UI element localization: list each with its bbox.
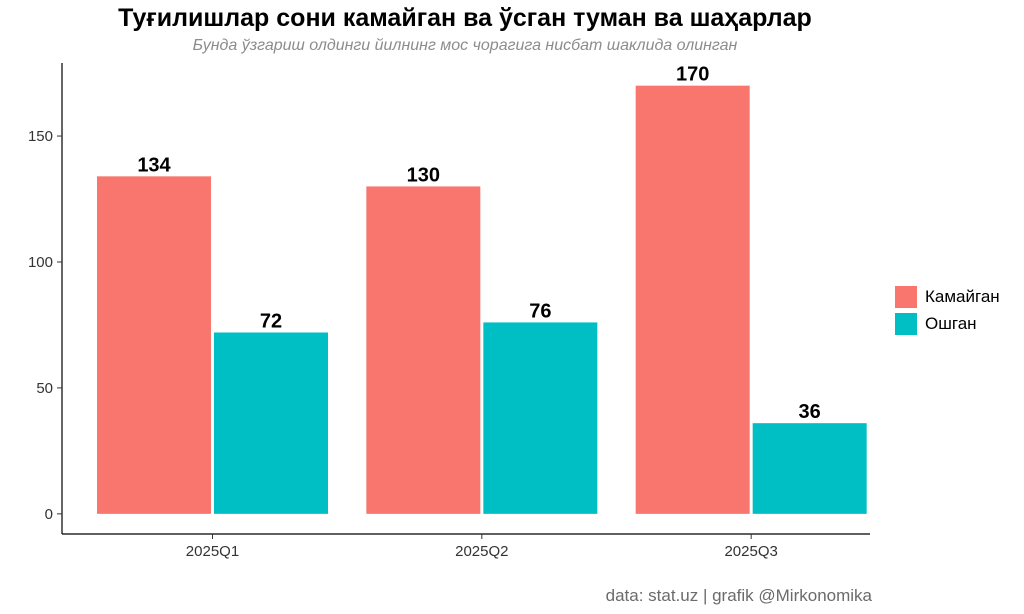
legend-label-decreased: Камайган [925,287,1000,306]
bar-increased [483,322,598,514]
data-label: 134 [137,154,171,176]
bar-decreased [366,186,481,514]
chart-subtitle: Бунда ўзгариш олдинги йилнинг мос чораги… [192,37,738,54]
y-tick-label: 0 [45,506,53,523]
legend-item-decreased: Камайган [895,284,1000,310]
source-caption: data: stat.uz | grafik @Mirkonomika [605,586,872,605]
bar-increased [752,423,867,514]
data-label: 76 [529,300,551,322]
data-label: 72 [260,311,282,333]
legend-swatch-increased [895,313,917,335]
legend-label-increased: Ошган [925,314,977,333]
bar-decreased [97,176,211,514]
y-tick-label: 50 [36,380,53,397]
y-tick-label: 100 [28,254,53,271]
data-label: 36 [799,401,821,423]
y-tick-label: 150 [28,128,53,145]
x-tick-label: 2025Q2 [455,543,508,560]
bar-increased [214,332,328,514]
data-label: 170 [676,64,709,86]
bar-decreased [635,85,750,514]
x-tick-label: 2025Q1 [186,543,239,560]
data-label: 130 [407,164,440,186]
chart-title: Туғилишлар сони камайган ва ўсган туман … [118,4,812,32]
legend-swatch-decreased [895,286,917,308]
x-tick-label: 2025Q3 [724,543,777,560]
plot-area: 0 50 100 150 134 72 2025Q1 130 76 2025Q2 170 36 2025… [28,63,870,560]
legend: Камайган Ошган [895,284,1000,338]
legend-item-increased: Ошган [895,311,1000,337]
